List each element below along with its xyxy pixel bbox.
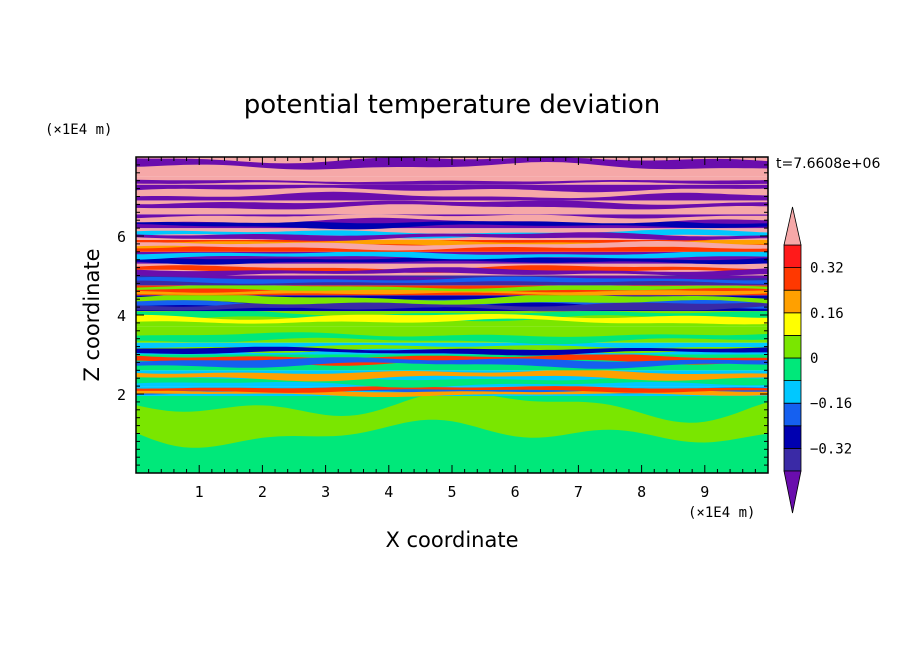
contour-band — [136, 267, 768, 277]
contour-band — [136, 284, 768, 292]
x-tick-label: 7 — [574, 483, 583, 501]
z-tick-label: 4 — [117, 307, 126, 325]
colorbar-segment — [783, 267, 802, 291]
colorbar-segment — [783, 447, 802, 472]
colorbar-tick-label: 0 — [810, 351, 818, 367]
colorbar-segment — [783, 312, 802, 336]
z-axis-label: Z coordinate — [80, 248, 104, 381]
x-tick-label: 2 — [258, 483, 267, 501]
x-tick-label: 1 — [195, 483, 204, 501]
colorbar-segment — [783, 357, 802, 382]
contour-band — [136, 250, 768, 260]
colorbar-extend-bottom — [783, 470, 802, 514]
colorbar-segment — [783, 334, 802, 359]
x-axis-label: X coordinate — [385, 528, 518, 552]
colorbar-tick-label: −0.16 — [810, 396, 852, 412]
colorbar-segment — [783, 425, 802, 449]
contour-band — [136, 391, 768, 448]
x-tick-label: 8 — [637, 483, 646, 501]
contour-band — [136, 232, 768, 241]
contour-band — [136, 276, 768, 284]
contour-band — [136, 346, 768, 356]
contour-band — [136, 255, 768, 265]
colorbar: 0.32 0.16 0 −0.16 −0.32 — [783, 206, 852, 514]
z-tick-label: 2 — [117, 386, 126, 404]
contour-band — [136, 241, 768, 251]
contour-band — [136, 179, 768, 185]
colorbar-tick-label: −0.32 — [810, 441, 852, 457]
z-unit-label: (×1E4 m) — [45, 122, 112, 138]
x-axis-ticks: 1 2 3 4 5 6 7 8 9 — [148, 157, 769, 501]
z-tick-label: 6 — [117, 228, 126, 246]
colorbar-segment — [783, 289, 802, 314]
z-axis-ticks: 2 4 6 — [117, 164, 768, 466]
colorbar-tick-label: 0.16 — [810, 306, 844, 322]
x-tick-label: 5 — [447, 483, 456, 501]
contour-field — [136, 157, 768, 473]
colorbar-extend-top — [783, 206, 802, 246]
time-label: t=7.6608e+06 — [776, 156, 880, 172]
chart-title: potential temperature deviation — [244, 90, 660, 120]
contour-band — [136, 332, 768, 345]
contour-band — [136, 294, 768, 305]
colorbar-segment — [783, 402, 802, 427]
contour-band — [136, 200, 768, 210]
x-unit-label: (×1E4 m) — [688, 505, 755, 521]
contour-band — [136, 238, 768, 249]
colorbar-tick-label: 0.32 — [810, 261, 844, 277]
x-tick-label: 3 — [321, 483, 330, 501]
x-tick-label: 4 — [384, 483, 393, 501]
contour-band — [136, 386, 768, 393]
contour-band — [136, 187, 768, 199]
colorbar-segment — [783, 380, 802, 404]
x-tick-label: 9 — [700, 483, 709, 501]
contour-band — [136, 314, 768, 325]
contour-band — [136, 357, 768, 369]
contour-band — [136, 369, 768, 382]
colorbar-segment — [783, 244, 802, 269]
contour-band — [136, 214, 768, 224]
x-tick-label: 6 — [511, 483, 520, 501]
